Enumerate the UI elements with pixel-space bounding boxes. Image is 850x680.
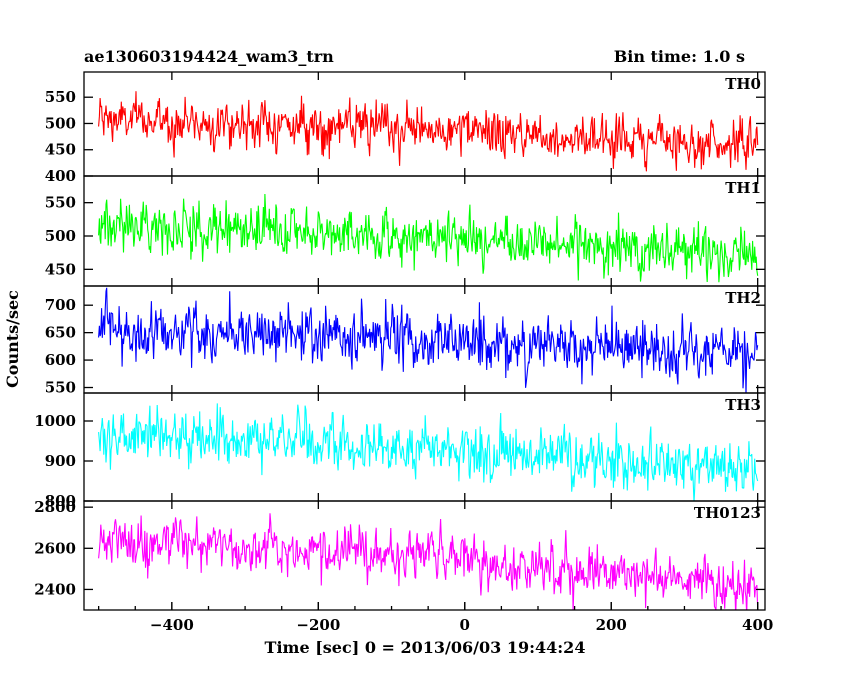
panel-th0: 400 450 500 550 TH0 bbox=[45, 71, 766, 185]
x-tick-label: 400 bbox=[742, 616, 773, 634]
series-line-th3 bbox=[98, 403, 759, 501]
y-tick-label: 550 bbox=[45, 194, 76, 212]
panel-th3: 800 900 1000 TH3 bbox=[34, 392, 766, 510]
panel-th2: 550 600 650 700 TH2 bbox=[45, 285, 766, 397]
y-tick-label: 550 bbox=[45, 88, 76, 106]
y-tick-label: 700 bbox=[45, 296, 76, 314]
series-line-th0 bbox=[98, 91, 759, 172]
x-tick-label: −400 bbox=[150, 616, 194, 634]
panel-label: TH1 bbox=[725, 179, 761, 197]
panel-th0123: 2400 2600 2800 TH0123 bbox=[34, 498, 766, 611]
y-tick-label: 650 bbox=[45, 324, 76, 342]
panels-group: 400 450 500 550 TH0 450 500 550 TH1 550 600 650 700 T… bbox=[34, 71, 766, 611]
panel-frame bbox=[83, 500, 766, 611]
y-tick-label: 2600 bbox=[34, 539, 76, 557]
series-line-th2 bbox=[98, 287, 759, 393]
x-tick-label: 0 bbox=[460, 616, 470, 634]
y-tick-label: 400 bbox=[45, 167, 76, 185]
chart-title: ae130603194424_wam3_trn bbox=[84, 47, 334, 66]
y-tick-label: 500 bbox=[45, 114, 76, 132]
panel-th1: 450 500 550 TH1 bbox=[45, 175, 766, 287]
y-tick-label: 800 bbox=[45, 492, 76, 510]
x-axis: −400 −200 0 200 400 bbox=[97, 602, 773, 634]
panel-label: TH2 bbox=[725, 289, 761, 307]
y-tick-label: 900 bbox=[45, 452, 76, 470]
panel-label: TH0 bbox=[725, 75, 761, 93]
x-tick-label: 200 bbox=[596, 616, 627, 634]
y-tick-label: 450 bbox=[45, 260, 76, 278]
y-tick-label: 550 bbox=[45, 379, 76, 397]
y-tick-label: 600 bbox=[45, 351, 76, 369]
x-tick-label: −200 bbox=[296, 616, 340, 634]
y-tick-label: 2400 bbox=[34, 580, 76, 598]
panel-label: TH3 bbox=[725, 396, 761, 414]
y-tick-label: 2800 bbox=[34, 498, 76, 516]
bin-time-label: Bin time: 1.0 s bbox=[614, 47, 745, 66]
series-line-th1 bbox=[98, 193, 759, 283]
y-tick-label: 450 bbox=[45, 141, 76, 159]
y-tick-label: 1000 bbox=[34, 412, 76, 430]
y-axis-label: Counts/sec bbox=[3, 290, 22, 388]
y-tick-label: 500 bbox=[45, 227, 76, 245]
panel-label: TH0123 bbox=[694, 504, 761, 522]
series-line-th0123 bbox=[98, 513, 759, 610]
panel-frame bbox=[83, 175, 766, 287]
x-axis-label: Time [sec] 0 = 2013/06/03 19:44:24 bbox=[265, 638, 586, 657]
